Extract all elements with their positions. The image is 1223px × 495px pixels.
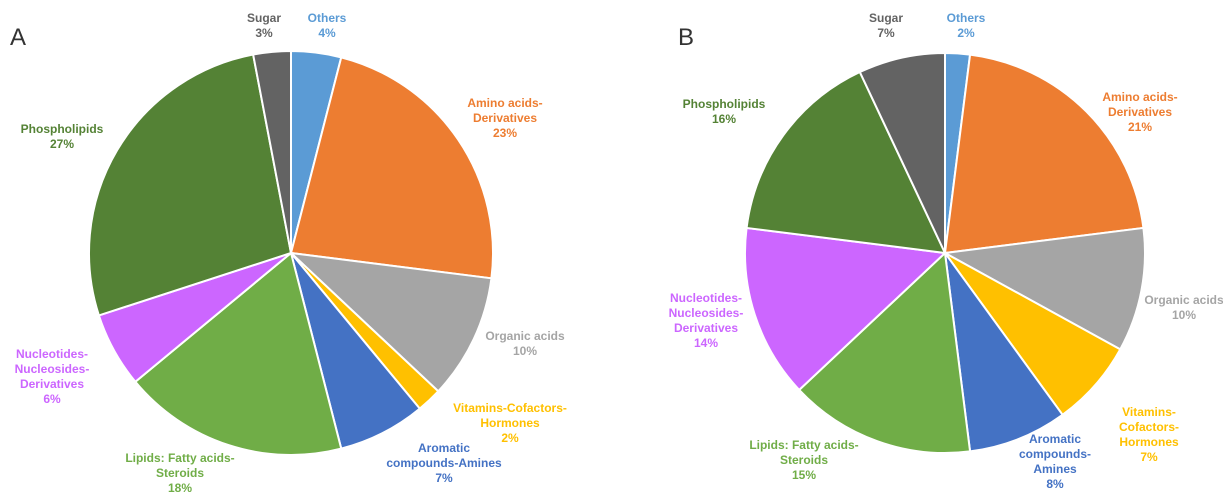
pie-slice-amino-acids-derivatives <box>943 53 1145 255</box>
slice-label: Nucleotides-Nucleosides-Derivatives 14% <box>669 291 744 350</box>
pie-slices <box>744 51 1146 454</box>
slice-label: Organic acids 10% <box>1144 293 1223 322</box>
slice-label: Others 4% <box>308 11 347 40</box>
slice-label: Sugar 7% <box>869 11 903 40</box>
pie-slice-sugar <box>858 51 946 254</box>
slice-label: Aromatic compounds-Amines 8% <box>1019 432 1091 491</box>
pie-slice-organic-acids <box>941 226 1146 351</box>
slice-label: Organic acids 10% <box>485 329 565 358</box>
pie-slice-phospholipids <box>745 70 947 255</box>
pie-slice-lipids-fatty-acids-steroids <box>133 251 343 456</box>
panel-label-a: A <box>10 24 26 51</box>
pie-slice-lipids-fatty-acids-steroids <box>797 250 972 454</box>
pie-slice-organic-acids <box>288 251 493 393</box>
slice-label: Lipids: Fatty acids-Steroids 18% <box>125 451 234 495</box>
slice-label: Nucleotides-Nucleosides-Derivatives 6% <box>15 347 90 406</box>
pie-chart-b: B Others 2% Amino acids-Derivatives 21% Orga… <box>669 11 1223 491</box>
slice-label: Amino acids-Derivatives 23% <box>467 96 542 140</box>
slice-label: Phospholipids 16% <box>683 97 766 126</box>
slice-label: Sugar 3% <box>247 11 281 40</box>
slice-label: Others 2% <box>947 11 986 40</box>
panel-label-b: B <box>678 24 694 51</box>
pie-slices <box>88 49 494 456</box>
pie-slice-sugar <box>251 49 292 254</box>
slice-label: Aromatic compounds-Amines 7% <box>386 441 502 485</box>
slice-label: Lipids: Fatty acids-Steroids 15% <box>749 438 858 482</box>
slice-label: Amino acids-Derivatives 21% <box>1102 90 1177 134</box>
pie-chart-a: A Others 4% Amino acids-Derivatives 23% Orga… <box>10 11 567 495</box>
pie-slice-aromatic-compounds-amines <box>944 252 1064 453</box>
slice-label: Vitamins-Cofactors-Hormones 7% <box>1119 405 1179 464</box>
pie-slice-phospholipids <box>88 53 293 317</box>
slice-label: Vitamins-Cofactors-Hormones 2% <box>453 401 567 445</box>
slice-label: Phospholipids 27% <box>21 122 104 151</box>
pie-slice-nucleotides-nucleosides-derivatives <box>744 226 948 392</box>
pie-slice-amino-acids-derivatives <box>289 56 494 280</box>
